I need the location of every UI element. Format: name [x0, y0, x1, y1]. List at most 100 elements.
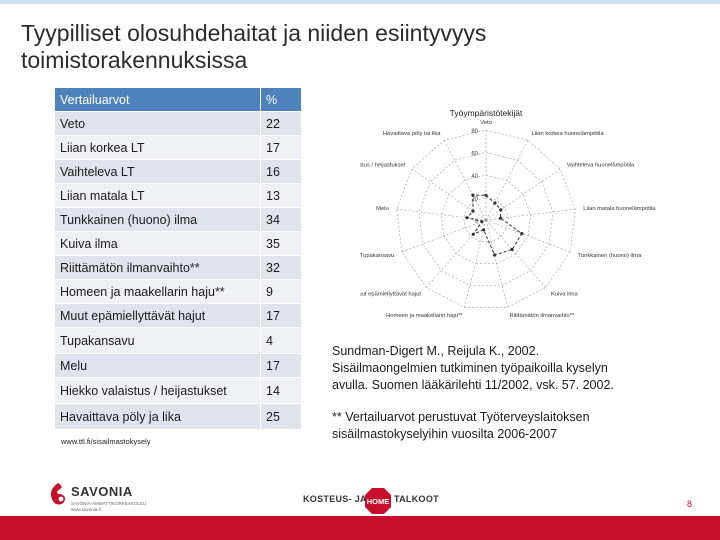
cell-factor: Tunkkainen (huono) ilma — [55, 208, 260, 232]
cell-factor: Vaihteleva LT — [55, 160, 260, 184]
radar-axis-label: Liian matala huonelämpötila — [583, 206, 656, 212]
radar-axis-label: Tunkkainen (huono) ilma — [578, 253, 642, 259]
cell-percent: 25 — [260, 404, 301, 430]
savonia-subtitle: SAVONIA-AMMATTIKORKEAKOULU www.savonia.f… — [71, 501, 146, 513]
kosteus-ja-hometalkoot-logo: KOSTEUS- JA HOME TALKOOT — [303, 487, 439, 515]
cell-percent: 14 — [260, 378, 301, 404]
cell-factor: Veto — [55, 112, 260, 136]
cell-factor: Riittämätön ilmanvaihto** — [55, 256, 260, 280]
savonia-subtitle-line-1: SAVONIA-AMMATTIKORKEAKOULU — [71, 501, 147, 506]
cell-percent: 17 — [260, 304, 301, 328]
citation-line-3: avulla. Suomen lääkärilehti 11/2002, vsk… — [332, 378, 614, 392]
radar-grid-ring — [463, 197, 509, 243]
radar-axis-label: Melu — [376, 206, 389, 212]
radar-point — [471, 193, 475, 197]
radar-point — [482, 228, 486, 232]
radar-ticks: 80 60 40 20 0 — [471, 129, 478, 225]
radar-point — [465, 216, 469, 220]
cell-factor: Homeen ja maakellarin haju** — [55, 280, 260, 304]
table-row: Hiekko valaistus / heijastukset 14 — [55, 378, 301, 404]
radar-spoke — [396, 208, 487, 221]
cell-factor: Kuiva ilma — [55, 232, 260, 256]
title-line-2: toimistorakennuksissa — [21, 47, 248, 73]
table-header-row: Vertailuarvot % — [55, 88, 301, 112]
cell-percent: 34 — [260, 208, 301, 232]
radar-axis-label: Tupakansavu — [360, 253, 394, 259]
radar-axis-label: Muut epämiellyttävät hajut — [360, 291, 421, 297]
table-row: Tunkkainen (huono) ilma 34 — [55, 208, 301, 232]
radar-grid-ring — [440, 174, 532, 264]
radar-spoke — [485, 219, 571, 253]
radar-grid-ring — [396, 129, 576, 308]
radar-spoke — [411, 168, 487, 221]
radar-axis-label: Homeen ja maakellarin haju** — [386, 313, 463, 319]
radar-point — [493, 201, 497, 205]
title-line-1: Tyypilliset olosuhdehaitat ja niiden esi… — [21, 20, 487, 46]
radar-axis-label: Kuiva ilma — [551, 291, 579, 297]
radar-grid-ring — [418, 152, 554, 286]
cell-percent: 17 — [260, 354, 301, 378]
radar-tick-label: 20 — [471, 197, 478, 203]
radar-title: Työympäristötekijät — [450, 108, 523, 118]
cell-factor: Havaittava pöly ja lika — [55, 404, 260, 430]
logo-text-left: KOSTEUS- JA — [303, 494, 367, 504]
radar-spoke — [485, 168, 561, 221]
radar-axis-label: Veto — [480, 120, 492, 126]
radar-axis-label: Riittämätön ilmanvaihto** — [510, 313, 576, 319]
cell-factor: Liian matala LT — [55, 184, 260, 208]
cell-percent: 17 — [260, 136, 301, 160]
table-row: Homeen ja maakellarin haju** 9 — [55, 280, 301, 304]
cell-factor: Muut epämiellyttävät hajut — [55, 304, 260, 328]
table-row: Tupakansavu 4 — [55, 328, 301, 354]
radar-tick-label: 0 — [475, 219, 479, 225]
citation-line-2: Sisäilmaongelmien tutkiminen työpaikoill… — [332, 361, 608, 375]
cell-percent: 13 — [260, 184, 301, 208]
radar-point — [510, 247, 514, 252]
radar-chart: Työympäristötekijät 80 60 40 20 0 Veto Liian … — [360, 108, 656, 319]
cell-percent: 22 — [260, 112, 301, 136]
savonia-logo: SAVONIA SAVONIA-AMMATTIKORKEAKOULU www.s… — [47, 480, 157, 516]
citation-line-1: Sundman-Digert M., Reijula K., 2002. — [332, 344, 540, 358]
radar-axis-label: Hiekko valaistus / heijastukset — [360, 162, 406, 168]
cell-factor: Tupakansavu — [55, 328, 260, 354]
radar-point — [498, 216, 503, 220]
radar-spoke — [485, 208, 576, 221]
savonia-subtitle-line-2: www.savonia.fi — [71, 507, 101, 512]
radar-point — [493, 253, 497, 257]
radar-spoke — [443, 140, 487, 221]
table-row: Riittämätön ilmanvaihto** 32 — [55, 256, 301, 280]
radar-grid — [396, 129, 576, 308]
table-row: Veto 22 — [55, 112, 301, 136]
logo-text-right: TALKOOT — [394, 494, 439, 504]
table-row: Vaihteleva LT 16 — [55, 160, 301, 184]
stop-sign-text: HOME — [367, 497, 390, 506]
radar-axis-label: Liian korkea huonelämpötila — [532, 131, 605, 137]
radar-spoke — [401, 219, 487, 253]
citation: Sundman-Digert M., Reijula K., 2002. Sis… — [332, 343, 672, 394]
table-row: Kuiva ilma 35 — [55, 232, 301, 256]
page-number: 8 — [686, 499, 692, 509]
page-title: Tyypilliset olosuhdehaitat ja niiden esi… — [21, 20, 701, 74]
radar-point — [480, 220, 484, 224]
radar-tick-label: 40 — [471, 174, 478, 180]
table-row: Muut epämiellyttävät hajut 17 — [55, 304, 301, 328]
cell-percent: 4 — [260, 328, 301, 354]
footnote-line-2: sisäilmastokyselyihin vuosilta 2006-2007 — [332, 427, 558, 441]
cell-factor: Liian korkea LT — [55, 136, 260, 160]
reference-values-table: Vertailuarvot % Veto 22 Liian korkea LT 17… — [55, 88, 301, 430]
footnote-line-1: ** Vertailuarvot perustuvat Työterveysla… — [332, 410, 590, 424]
savonia-wordmark: SAVONIA — [71, 484, 133, 499]
cell-percent: 35 — [260, 232, 301, 256]
radar-points — [465, 193, 524, 257]
cell-percent: 9 — [260, 280, 301, 304]
radar-axis-label: Vaihteleva huonelämpötila — [567, 162, 635, 168]
savonia-emblem-icon — [50, 483, 66, 505]
footer-bar — [0, 516, 720, 540]
home-stop-sign-icon: HOME — [365, 488, 391, 514]
source-url[interactable]: www.ttl.fi/sisailmastokysely — [61, 437, 151, 446]
cell-factor: Melu — [55, 354, 260, 378]
table-row: Liian matala LT 13 — [55, 184, 301, 208]
cell-percent: 16 — [260, 160, 301, 184]
radar-spoke — [426, 219, 487, 288]
table-row: Liian korkea LT 17 — [55, 136, 301, 160]
